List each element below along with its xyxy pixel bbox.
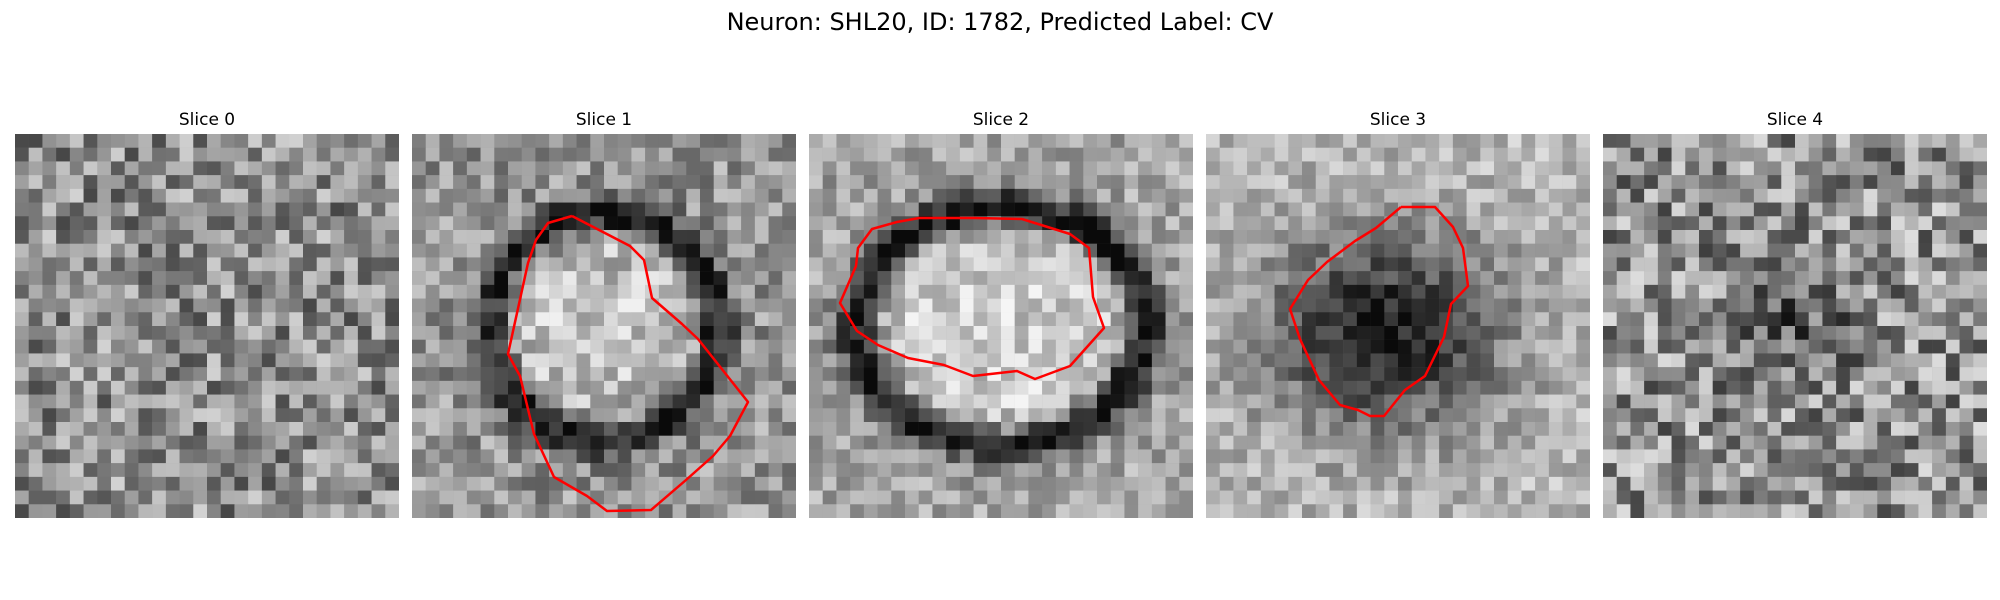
slice-panel-3: Slice 3	[1206, 108, 1590, 518]
slice-1-contour	[506, 214, 750, 513]
slice-image	[412, 134, 796, 518]
slice-3-image	[1206, 134, 1590, 518]
slice-panel-0: Slice 0	[15, 108, 399, 518]
slice-title: Slice 2	[972, 110, 1030, 130]
slice-panel-2: Slice 2	[809, 108, 1193, 518]
slice-panel-4: Slice 4	[1603, 108, 1987, 518]
slice-title: Slice 1	[575, 110, 633, 130]
figure-title: Neuron: SHL20, ID: 1782, Predicted Label…	[726, 8, 1274, 36]
slice-title: Slice 4	[1766, 110, 1824, 130]
slice-0-image	[15, 134, 399, 518]
slice-3-contour	[1288, 205, 1470, 418]
slice-4-image	[1603, 134, 1987, 518]
slice-panel-1: Slice 1	[412, 108, 796, 518]
slice-image	[809, 134, 1193, 518]
slice-2-contour	[838, 216, 1106, 381]
slice-image	[15, 134, 399, 518]
slice-title: Slice 0	[178, 110, 236, 130]
slice-image	[1603, 134, 1987, 518]
slice-1-image	[412, 134, 796, 518]
slice-title: Slice 3	[1369, 110, 1427, 130]
slice-2-image	[809, 134, 1193, 518]
slice-image	[1206, 134, 1590, 518]
